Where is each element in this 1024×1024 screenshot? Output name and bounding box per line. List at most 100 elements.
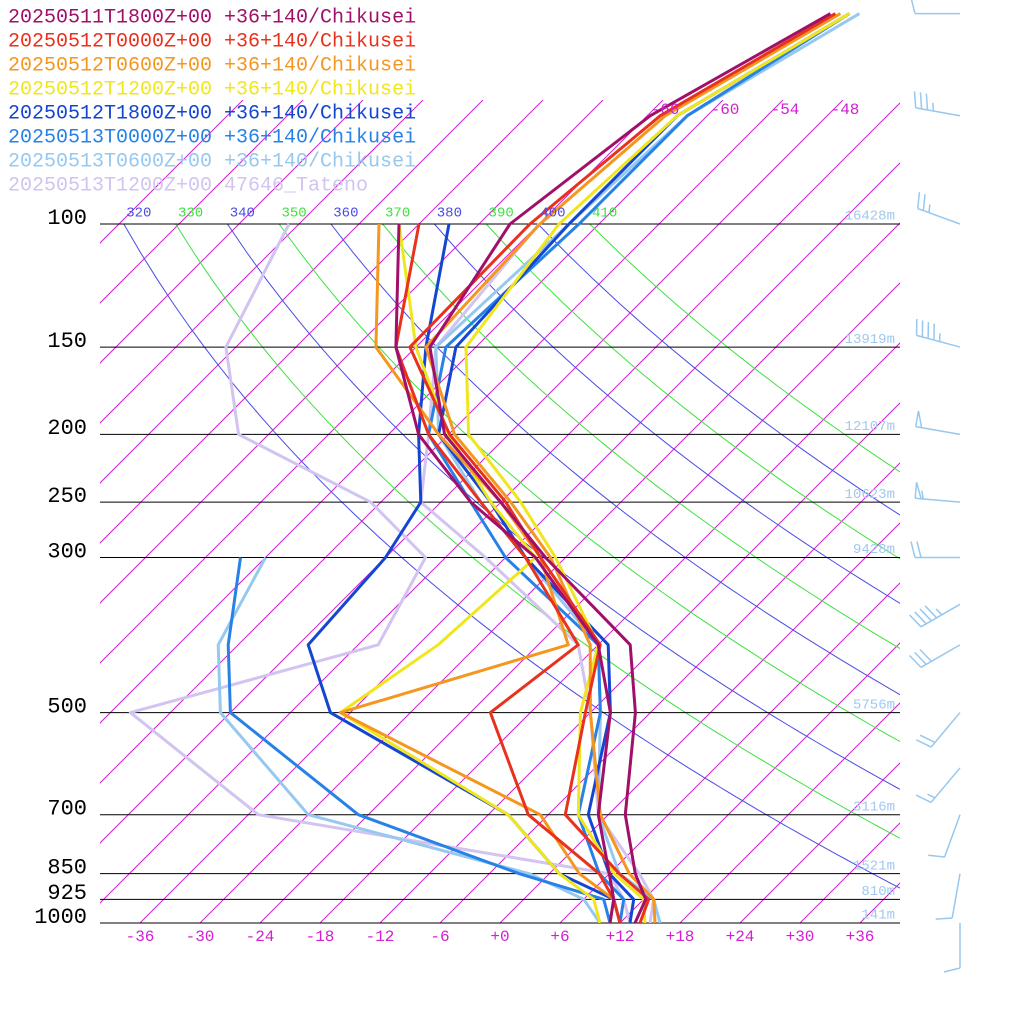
- isotherm-label: -48: [831, 101, 860, 119]
- isotherm: [100, 100, 604, 604]
- temperature-line: [424, 12, 842, 923]
- wind-barb: [915, 712, 961, 748]
- x-tick-label: -6: [430, 928, 449, 946]
- height-label: 13919m: [845, 332, 895, 348]
- height-label: 16428m: [845, 209, 895, 225]
- dewpoint-line: [226, 557, 612, 923]
- isotherm: [100, 100, 364, 364]
- x-tick-label: +36: [846, 928, 875, 946]
- adiabat-label: 370: [385, 206, 410, 222]
- legend-entry: 20250512T0000Z+00 +36+140/Chikusei: [8, 30, 416, 53]
- isotherm: [799, 822, 900, 923]
- isotherm: [739, 762, 900, 923]
- wind-barb: [935, 873, 961, 920]
- isotherm: [100, 100, 424, 424]
- isotherm: [100, 100, 544, 544]
- adiabat: [537, 224, 900, 516]
- temperature-line: [428, 12, 832, 923]
- y-tick-label: 925: [47, 881, 87, 906]
- x-tick-label: +24: [726, 928, 755, 946]
- wind-barb: [943, 923, 961, 973]
- y-tick-label: 700: [47, 797, 87, 822]
- isotherm: [100, 100, 244, 244]
- height-label: 810m: [861, 884, 895, 900]
- isotherm: [100, 100, 304, 304]
- wind-barb: [914, 410, 961, 436]
- y-tick-label: 100: [47, 206, 87, 231]
- height-label: 141m: [861, 908, 895, 924]
- x-tick-label: -24: [246, 928, 275, 946]
- legend-entry: 20250513T0000Z+00 +36+140/Chikusei: [8, 126, 416, 149]
- y-tick-label: 200: [47, 416, 87, 441]
- dewpoint-line: [128, 223, 632, 923]
- isotherm: [259, 282, 900, 923]
- legend-entry: 20250513T1200Z+00 47646_Tateno: [8, 174, 368, 197]
- temperature-line: [434, 12, 861, 923]
- y-tick-label: 1000: [34, 905, 87, 930]
- adiabat-label: 350: [282, 206, 307, 222]
- adiabat-label: 390: [489, 206, 514, 222]
- wind-barb: [915, 767, 961, 804]
- x-tick-label: -36: [126, 928, 155, 946]
- adiabat-label: 380: [437, 206, 462, 222]
- isotherm: [139, 162, 900, 923]
- isotherm: [679, 702, 900, 923]
- temperature-line: [464, 12, 851, 923]
- wind-barb: [913, 91, 961, 117]
- y-tick-label: 850: [47, 855, 87, 880]
- legend-entry: 20250512T1200Z+00 +36+140/Chikusei: [8, 78, 416, 101]
- labels: 320 330 340 350 360 370 380 390 400 410 100 16428m 1…: [8, 0, 961, 973]
- adiabat: [330, 224, 900, 696]
- height-label: 9428m: [853, 542, 895, 558]
- height-label: 5756m: [853, 697, 895, 713]
- adiabat-grid: [123, 224, 900, 889]
- legend-entry: 20250512T1800Z+00 +36+140/Chikusei: [8, 102, 416, 125]
- wind-barb: [916, 192, 961, 225]
- y-tick-label: 500: [47, 694, 87, 719]
- wind-barb: [914, 482, 961, 503]
- height-label: 12107m: [845, 419, 895, 435]
- adiabat: [278, 224, 900, 743]
- y-tick-label: 300: [47, 539, 87, 564]
- isotherm-label: -66: [651, 101, 680, 119]
- adiabat-label: 410: [592, 206, 617, 222]
- isotherm-label: -60: [711, 101, 740, 119]
- legend-entry: 20250512T0600Z+00 +36+140/Chikusei: [8, 54, 416, 77]
- legend-entry: 20250511T1800Z+00 +36+140/Chikusei: [8, 6, 416, 29]
- isotherm: [100, 100, 484, 484]
- height-label: 3116m: [853, 799, 895, 815]
- adiabat-label: 340: [230, 206, 255, 222]
- adiabat-label: 330: [178, 206, 203, 222]
- y-tick-label: 250: [47, 484, 87, 509]
- x-tick-label: +30: [786, 928, 815, 946]
- adiabat-label: 320: [126, 206, 151, 222]
- x-tick-label: -30: [186, 928, 215, 946]
- isotherm-label: -54: [771, 101, 800, 119]
- wind-barb: [915, 318, 961, 348]
- isotherm: [439, 462, 900, 923]
- height-label: 10623m: [845, 487, 895, 503]
- isotherm: [559, 582, 900, 923]
- soundings: [128, 12, 861, 923]
- isotherm: [100, 102, 900, 904]
- temperature-line: [408, 12, 837, 923]
- x-tick-label: +6: [550, 928, 569, 946]
- isotherm: [619, 642, 900, 923]
- dewpoint-line: [216, 556, 602, 923]
- x-tick-label: -18: [306, 928, 335, 946]
- wind-barb: [909, 644, 961, 668]
- isotherm: [100, 100, 784, 784]
- adiabat-label: 360: [333, 206, 358, 222]
- dewpoint-line: [306, 223, 622, 923]
- x-tick-label: +18: [666, 928, 695, 946]
- dewpoint-line: [394, 223, 622, 923]
- x-tick-label: +0: [490, 928, 509, 946]
- isotherm: [199, 222, 900, 923]
- temperature-line: [437, 12, 851, 923]
- isotherm: [499, 522, 900, 923]
- x-tick-label: +12: [606, 928, 635, 946]
- legend-entry: 20250513T0600Z+00 +36+140/Chikusei: [8, 150, 416, 173]
- wind-barb: [910, 541, 961, 559]
- wind-barb: [910, 0, 961, 15]
